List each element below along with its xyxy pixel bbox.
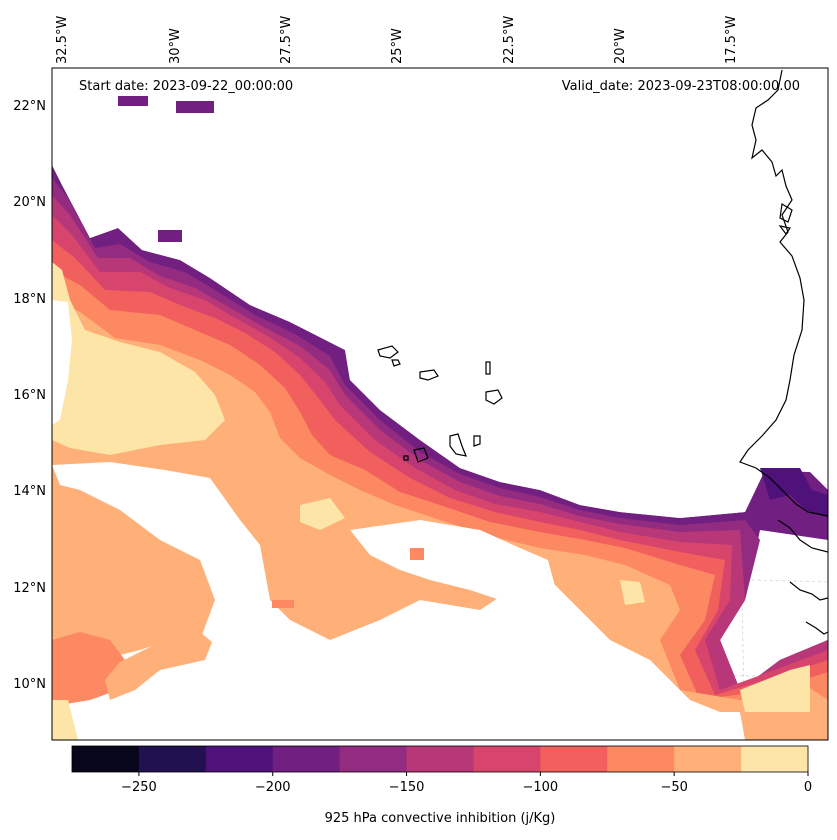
lon-label: 20°W xyxy=(613,28,628,64)
island xyxy=(413,447,429,463)
lat-label: 18°N xyxy=(13,292,46,307)
colorbar-title: 925 hPa convective inhibition (j/Kg) xyxy=(325,811,556,826)
colorbar-tick-label: −50 xyxy=(660,780,687,795)
cin-patch xyxy=(158,230,182,242)
island xyxy=(377,345,399,359)
colorbar-swatch xyxy=(741,746,809,772)
lon-label: 30°W xyxy=(168,28,183,64)
colorbar xyxy=(72,746,809,772)
cin-band-cream xyxy=(620,580,645,605)
colorbar-frame xyxy=(71,745,809,773)
missing-data-region xyxy=(52,68,828,518)
colorbar-swatch xyxy=(406,746,474,772)
colorbar-swatch xyxy=(339,746,408,772)
cin-patch xyxy=(105,632,212,700)
colorbar-swatch xyxy=(674,746,742,772)
coastlines xyxy=(377,69,828,635)
lat-label: 14°N xyxy=(13,484,46,499)
colorbar-swatch xyxy=(607,746,675,772)
island xyxy=(449,433,467,457)
lon-labels: 32.5°W 30°W 27.5°W 25°W 22.5°W 20°W 17.5… xyxy=(55,16,739,64)
island xyxy=(485,361,491,375)
lat-label: 12°N xyxy=(13,581,46,596)
valid-date-label: Valid_date: 2023-09-23T08:00:00.00 xyxy=(562,79,800,94)
cin-patch xyxy=(118,96,148,106)
africa-coastline xyxy=(789,581,828,601)
colorbar-swatch xyxy=(473,746,541,772)
colorbar-ticks: −250 −200 −150 −100 −50 0 xyxy=(121,772,812,795)
lon-label: 17.5°W xyxy=(724,16,739,64)
lon-label: 27.5°W xyxy=(279,16,294,64)
lat-label: 20°N xyxy=(13,195,46,210)
island xyxy=(403,455,409,461)
colorbar-swatch xyxy=(138,746,207,772)
colorbar-tick-label: −100 xyxy=(523,780,559,795)
missing-data-region xyxy=(350,520,556,605)
cin-patch xyxy=(52,700,78,740)
start-date-label: Start date: 2023-09-22_00:00:00 xyxy=(79,79,293,94)
lat-label: 22°N xyxy=(13,99,46,114)
lat-labels: 22°N 20°N 18°N 16°N 14°N 12°N 10°N xyxy=(13,99,46,692)
missing-data-region xyxy=(52,462,745,740)
lat-label: 10°N xyxy=(13,677,46,692)
island xyxy=(391,359,401,367)
colorbar-swatch xyxy=(272,746,341,772)
cin-patch xyxy=(760,468,828,518)
island xyxy=(485,389,503,405)
cin-band-cream xyxy=(740,665,810,712)
cin-band-cream xyxy=(300,498,345,530)
missing-data-region xyxy=(52,300,72,425)
africa-coastline xyxy=(739,69,828,517)
cin-band-cream xyxy=(52,262,225,455)
cin-contours xyxy=(52,68,828,740)
island xyxy=(779,203,793,223)
island xyxy=(473,435,481,447)
colorbar-tick-label: −150 xyxy=(389,780,425,795)
cin-patch xyxy=(272,600,294,608)
cin-patch xyxy=(410,548,424,560)
colorbar-tick-label: 0 xyxy=(804,780,812,795)
map-frame xyxy=(51,67,829,741)
africa-coastline xyxy=(805,621,828,635)
colorbar-swatch xyxy=(540,746,608,772)
island xyxy=(419,369,439,381)
lon-label: 25°W xyxy=(390,28,405,64)
colorbar-swatch xyxy=(205,746,274,772)
lat-label: 16°N xyxy=(13,388,46,403)
colorbar-swatch xyxy=(72,746,140,772)
cin-patch xyxy=(176,101,214,113)
lon-label: 22.5°W xyxy=(502,16,517,64)
lon-label: 32.5°W xyxy=(55,16,70,64)
colorbar-tick-label: −200 xyxy=(255,780,291,795)
island xyxy=(778,225,791,236)
africa-coastline xyxy=(777,519,828,553)
colorbar-tick-label: −250 xyxy=(121,780,157,795)
